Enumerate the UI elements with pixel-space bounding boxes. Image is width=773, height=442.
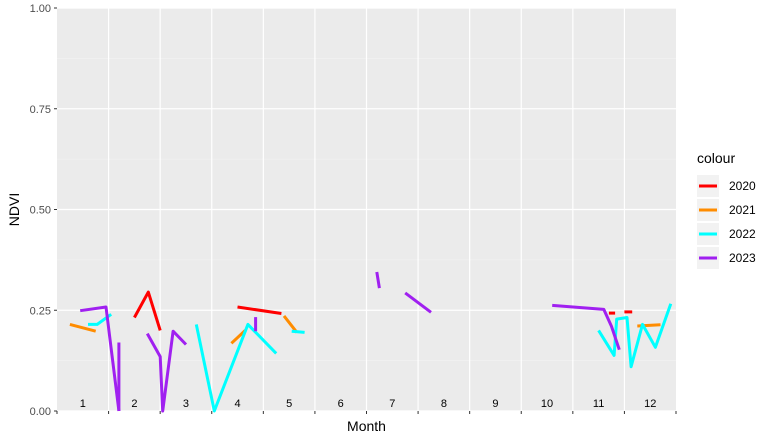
month-labels: 1 2 3 4 5 6 7 8 9 10 11 12: [80, 398, 657, 410]
month-label: 5: [286, 398, 292, 410]
y-tick-label: 0.00: [30, 406, 51, 418]
month-label: 6: [338, 398, 344, 410]
legend-label: 2022: [729, 227, 756, 241]
y-tick-label: 0.25: [30, 305, 51, 317]
y-tick-label: 0.75: [30, 104, 51, 116]
legend-label: 2021: [729, 203, 756, 217]
month-label: 7: [389, 398, 395, 410]
month-label: 1: [80, 398, 86, 410]
y-tick-label: 1.00: [30, 3, 51, 15]
month-label: 9: [492, 398, 498, 410]
month-label: 11: [593, 398, 604, 410]
series-line-2020: [133, 290, 162, 331]
legend-title: colour: [697, 150, 735, 166]
legend-label: 2020: [729, 179, 756, 193]
series-line-2022: [291, 329, 305, 334]
month-label: 3: [183, 398, 189, 410]
legend-label: 2023: [729, 251, 756, 265]
series-line-2021: [69, 322, 97, 333]
y-axis: 0.00 0.25 0.50 0.75 1.00: [30, 3, 57, 418]
month-label: 10: [541, 398, 553, 410]
x-axis: [56, 411, 677, 414]
series-line-2023: [552, 303, 621, 351]
y-axis-title: NDVI: [6, 193, 22, 226]
series-line-2023: [79, 305, 121, 412]
major-gridlines: [57, 7, 676, 412]
month-label: 4: [234, 398, 240, 410]
x-axis-title: Month: [347, 418, 386, 434]
month-label: 8: [441, 398, 447, 410]
month-label: 12: [644, 398, 656, 410]
series-line-2022: [597, 303, 673, 369]
legend: colour 2020 2021 2022 2023: [697, 150, 756, 269]
series-lines: [69, 271, 673, 413]
series-line-2023: [375, 271, 381, 289]
series-line-2023: [145, 329, 188, 413]
series-line-2020: [237, 305, 282, 315]
series-line-2021: [230, 329, 247, 345]
month-label: 2: [131, 398, 137, 410]
series-line-2021: [282, 314, 299, 334]
series-line-2022: [194, 322, 278, 413]
y-tick-label: 0.50: [30, 205, 51, 217]
series-line-2023: [404, 291, 432, 314]
